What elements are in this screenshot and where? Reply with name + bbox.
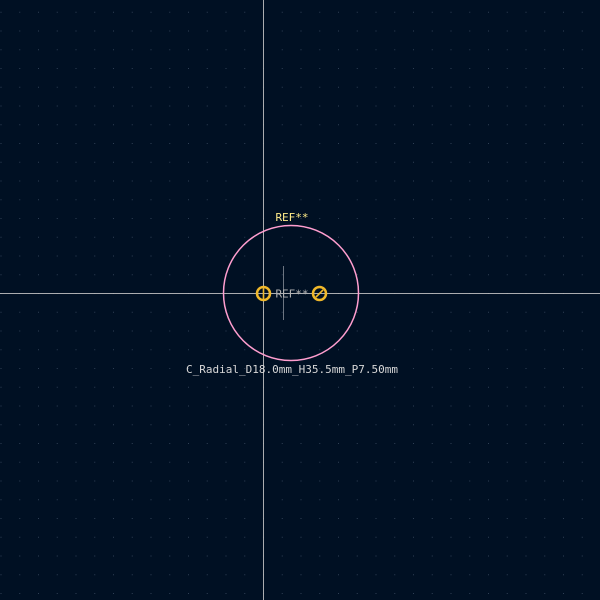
courtyard-circle[interactable] <box>222 224 360 362</box>
reference-silk-label[interactable]: REF** <box>275 211 308 224</box>
pad-2[interactable] <box>311 285 328 302</box>
reference-fab-label[interactable]: REF** <box>275 288 308 301</box>
pad-1[interactable] <box>255 285 272 302</box>
grid-dots <box>0 11 583 594</box>
value-label[interactable]: C_Radial_D18.0mm_H35.5mm_P7.50mm <box>186 363 398 376</box>
